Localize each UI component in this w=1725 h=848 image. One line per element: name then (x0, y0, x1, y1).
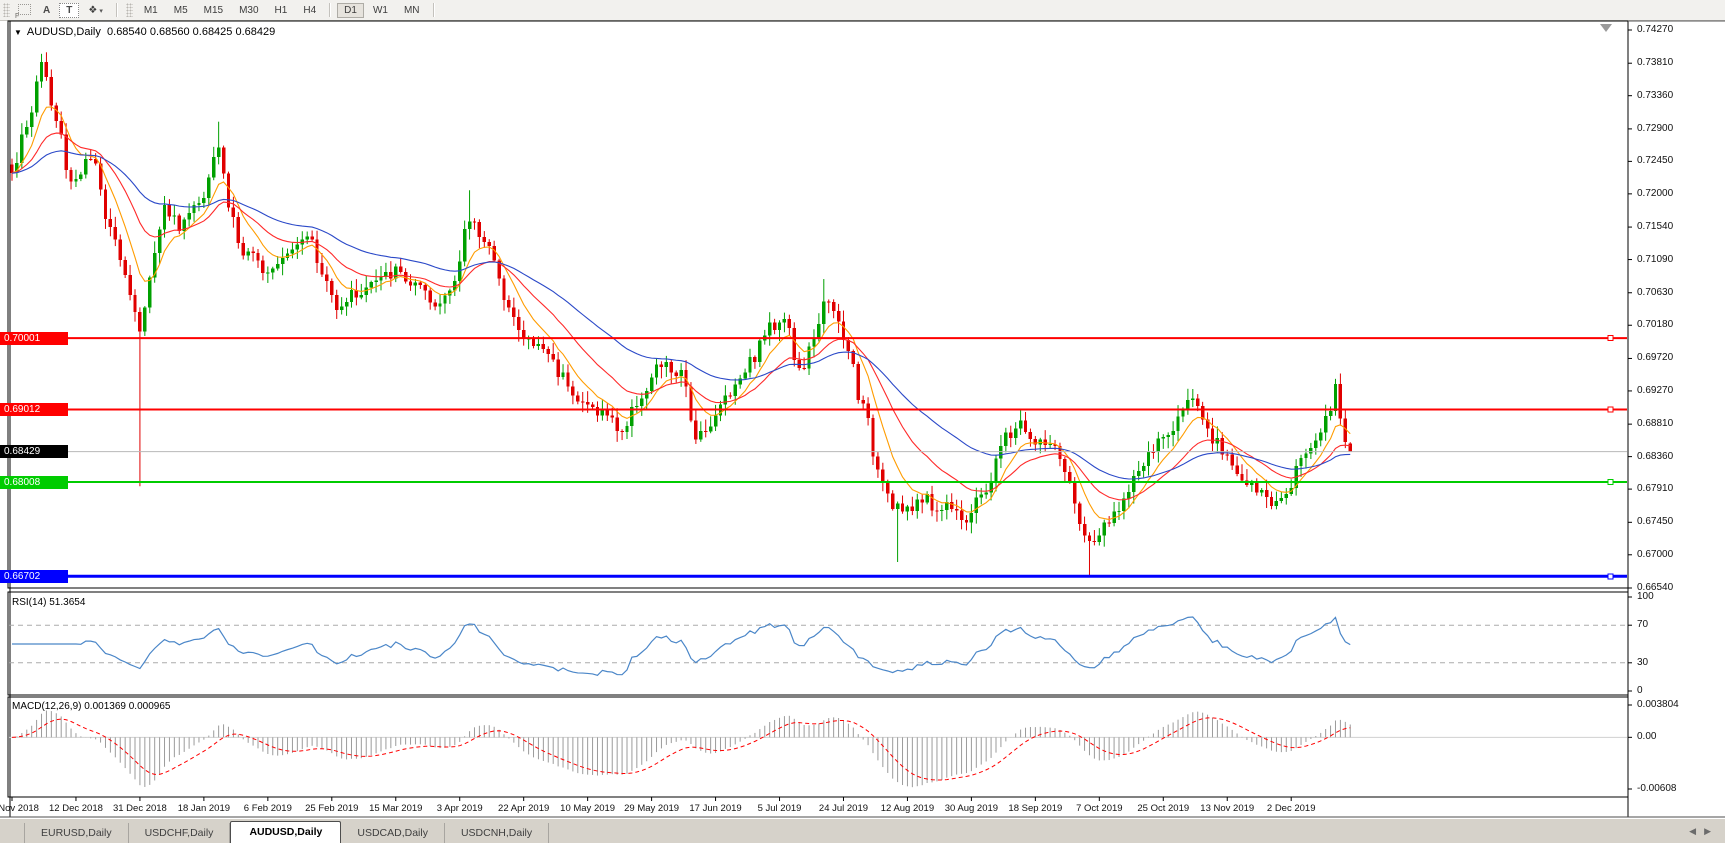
tab-audusd-daily[interactable]: AUDUSD,Daily (230, 821, 342, 843)
timeframe-h1[interactable]: H1 (274, 4, 288, 16)
timeframe-mn[interactable]: MN (403, 4, 420, 16)
timeframe-m1[interactable]: M1 (143, 4, 158, 16)
horizontal-lines[interactable] (9, 335, 1627, 580)
rsi-line (12, 616, 1351, 676)
moving-average-8 (11, 106, 1351, 521)
tab-scroll-left-icon[interactable]: ◀ (1689, 826, 1705, 836)
shapes-tool-button[interactable]: ❖ ▾ (81, 3, 109, 18)
toolbar-drag-handle[interactable] (3, 3, 10, 17)
chevron-down-icon: ▾ (99, 7, 103, 15)
toolbar-separator (432, 3, 435, 17)
tab-scroll-right-icon[interactable]: ▶ (1704, 826, 1719, 836)
chart-tabstrip: EURUSD,Daily USDCHF,Daily AUDUSD,Daily U… (0, 818, 1725, 843)
grid-f-icon[interactable]: F (15, 3, 31, 20)
top-toolbar: F A T ❖ ▾ M1 M5 M15 M30 H1 H4 D1 W1 MN (0, 0, 1725, 21)
timeframe-d1[interactable]: D1 (337, 2, 364, 18)
price-axis-ticks (1628, 29, 1632, 790)
moving-average-45 (11, 150, 1351, 480)
timeframe-m5[interactable]: M5 (173, 4, 188, 16)
timeframe-w1[interactable]: W1 (372, 4, 388, 16)
text-label-tool-button[interactable]: T (59, 2, 80, 18)
toolbar-separator (329, 3, 332, 17)
moving-average-20 (11, 132, 1351, 501)
macd-signal-line (11, 717, 1351, 781)
timeframe-m15[interactable]: M15 (203, 4, 224, 16)
pane-frames (0, 20, 1725, 818)
tab-usdcad-daily[interactable]: USDCAD,Daily (341, 823, 445, 843)
timeframe-m30[interactable]: M30 (239, 4, 259, 16)
chart-shift-marker-icon[interactable] (1600, 24, 1612, 32)
toolbar-drag-handle[interactable] (125, 3, 133, 17)
toolbar-separator (115, 3, 118, 17)
time-axis-ticks (11, 797, 1292, 801)
tab-usdchf-daily[interactable]: USDCHF,Daily (129, 823, 231, 843)
timeframe-h4[interactable]: H4 (303, 4, 317, 16)
shapes-icon: ❖ (88, 4, 98, 16)
tab-eurusd-daily[interactable]: EURUSD,Daily (24, 823, 129, 843)
text-tool-button[interactable]: A (43, 4, 51, 16)
macd-histogram (9, 710, 1627, 788)
tab-usdcnh-daily[interactable]: USDCNH,Daily (445, 823, 550, 843)
